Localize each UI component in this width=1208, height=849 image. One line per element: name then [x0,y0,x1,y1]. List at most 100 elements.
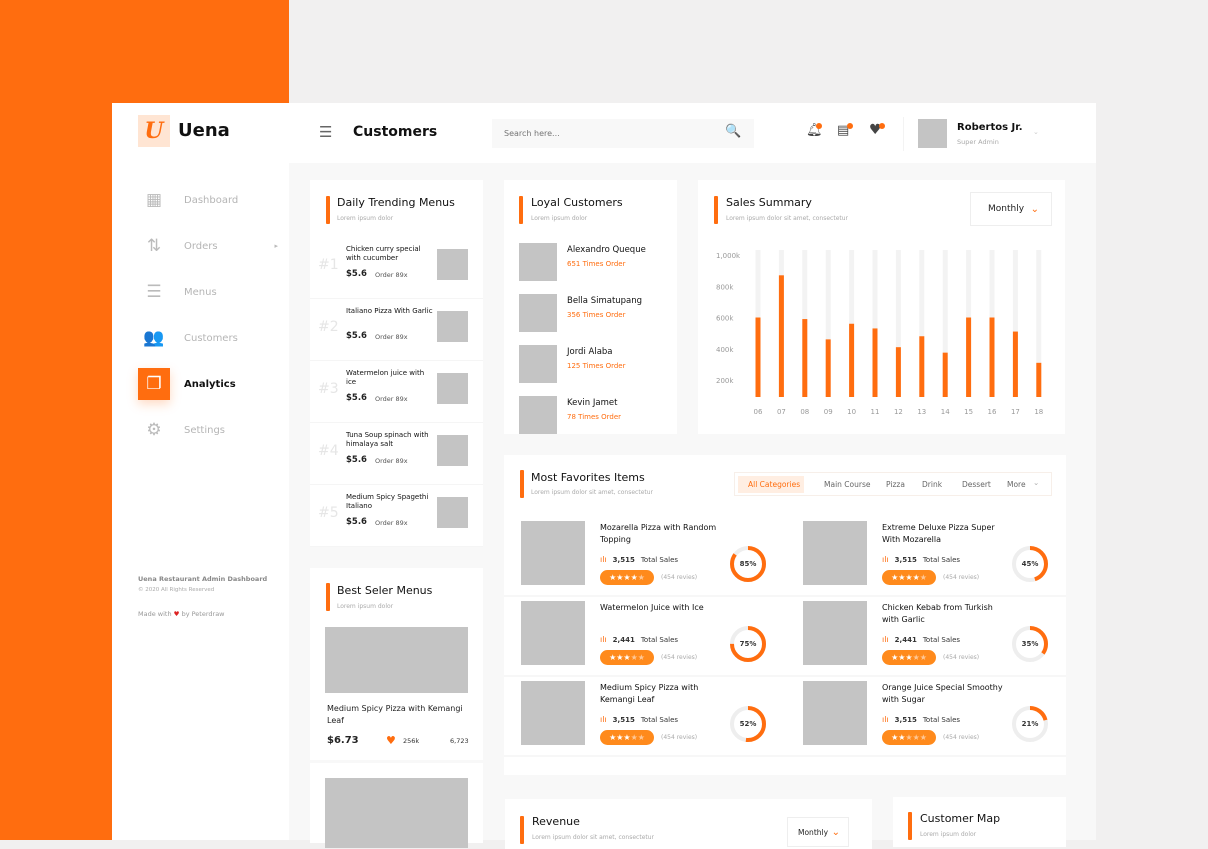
star-icon: ★ [637,573,645,582]
sales-value: 3,515 [612,555,635,564]
star-icon: ★ [630,653,638,662]
notification-bell-icon[interactable]: 🔔︎ [806,123,823,138]
search-icon[interactable]: 🔍 [725,124,742,139]
customer-map-card: Customer Map Lorem ipsum dolor [893,797,1066,847]
user-menu-chevron-icon[interactable]: ⌄ [1033,128,1039,136]
star-icon: ★ [609,733,617,742]
star-icon: ★ [609,653,617,662]
tab-more[interactable]: More [1007,480,1026,489]
customer-avatar[interactable] [519,243,557,281]
x-tick-label: 10 [847,408,856,416]
donut-fill [1012,706,1048,742]
item-name[interactable]: Watermelon Juice with Ice [600,603,704,612]
bar-track [895,250,901,397]
menu-price: $5.6 [346,331,367,341]
sales-label: Total Sales [640,555,679,564]
item-total-sales: ılı 2,441 Total Sales [600,635,678,644]
period-dropdown[interactable]: Monthly ⌄ [970,192,1052,226]
bar-06[interactable] [755,317,761,398]
star-icon: ★ [919,733,927,742]
item-name[interactable]: Orange Juice Special Smoothy with Sugar [882,683,1003,704]
bar-13[interactable] [919,336,925,397]
sidebar-item-orders[interactable]: ⇅ Orders ▸ [138,229,278,263]
star-icon: ★ [905,653,913,662]
x-tick-label: 14 [941,408,950,416]
sidebar-item-menus[interactable]: ☰ Menus [138,275,278,309]
item-name[interactable]: Chicken Kebab from Turkish with Garlic [882,603,993,624]
item-name[interactable]: Medium Spicy Pizza with Kemangi Leaf [600,683,699,704]
item-image[interactable] [803,601,867,665]
sidebar-item-customers[interactable]: 👥 Customers [138,321,278,355]
bar-track [825,250,831,397]
list-item[interactable]: #2 Italiano Pizza With Garlic $5.6 Order 89… [310,299,483,361]
messages-icon[interactable]: ▤ [837,123,853,138]
menu-name[interactable]: Medium Spicy Pizza with Kemangi Leaf [327,704,463,725]
bar-chart-icon: ılı [882,555,889,564]
customer-avatar[interactable] [519,294,557,332]
list-item[interactable]: #5 Medium Spicy Spagethi Italiano $5.6 Orde… [310,485,483,547]
customer-name[interactable]: Jordi Alaba [567,347,613,357]
list-item[interactable]: #1 Chicken curry special with cucumber $5.… [310,237,483,299]
chevron-down-icon[interactable]: ⌄ [1033,478,1040,487]
star-icon: ★ [616,733,624,742]
bar-12[interactable] [895,347,901,397]
bar-15[interactable] [966,317,972,398]
progress-donut [1012,706,1048,742]
favorites-heart-icon[interactable]: ♥ [869,122,885,138]
customer-name[interactable]: Bella Simatupang [567,296,643,306]
bar-16[interactable] [989,317,995,398]
accent-bar [520,816,524,844]
item-image[interactable] [803,681,867,745]
bar-14[interactable] [942,352,948,397]
item-image[interactable] [521,681,585,745]
card-subtitle: Lorem ipsum dolor [531,215,588,222]
y-tick-label: 1,000k [716,252,741,260]
order-count: Order 89x [375,395,408,403]
menu-image[interactable] [325,627,468,693]
menu-image[interactable] [325,778,468,848]
list-item[interactable]: #3 Watermelon juice with ice $5.6 Order 89x [310,361,483,423]
review-count: (454 revies) [661,654,698,661]
period-dropdown[interactable]: Monthly ⌄ [787,817,849,847]
donut-fill [1012,626,1048,662]
tab-main-course[interactable]: Main Course [824,480,871,489]
tab-pizza[interactable]: Pizza [886,480,905,489]
hamburger-menu-icon[interactable]: ☰ [319,123,333,141]
sidebar-item-dashboard[interactable]: ▦ Dashboard [138,183,278,217]
daily-trending-card: Daily Trending Menus Lorem ipsum dolor #… [310,180,483,547]
bar-11[interactable] [872,328,878,397]
bar-10[interactable] [849,323,855,397]
item-image[interactable] [521,521,585,585]
item-image[interactable] [521,601,585,665]
heart-icon[interactable]: ♥ [386,734,396,747]
customer-name[interactable]: Kevin Jamet [567,398,618,408]
tab-drink[interactable]: Drink [922,480,943,489]
star-icon: ★ [912,733,920,742]
item-name[interactable]: Extreme Deluxe Pizza Super With Mozarell… [882,523,995,544]
bar-18[interactable] [1036,362,1042,397]
footer-copyright: © 2020 All Rights Reserved [138,587,215,593]
bar-17[interactable] [1012,331,1018,397]
page-title: Customers [353,124,438,140]
star-icon: ★ [623,733,631,742]
notification-dot [816,123,822,129]
sidebar-item-settings[interactable]: ⚙ Settings [138,413,278,447]
menu-price: $5.6 [346,517,367,527]
list-item[interactable]: #4 Tuna Soup spinach with himalaya salt $5… [310,423,483,485]
donut-fill [730,546,766,582]
bar-09[interactable] [825,339,831,397]
bar-08[interactable] [802,319,808,397]
bar-07[interactable] [778,275,784,397]
sidebar-item-analytics[interactable]: ❐ Analytics [138,367,278,401]
likes-count: 256k [403,737,420,745]
user-name[interactable]: Robertos Jr. [957,122,1023,133]
customer-name[interactable]: Alexandro Queque [567,245,646,255]
search-input[interactable] [492,119,754,148]
avatar[interactable] [918,119,947,148]
item-image[interactable] [803,521,867,585]
customer-avatar[interactable] [519,396,557,434]
item-name[interactable]: Mozarella Pizza with Random Topping [600,523,717,544]
tab-all-categories[interactable]: All Categories [748,480,801,489]
customer-avatar[interactable] [519,345,557,383]
tab-dessert[interactable]: Dessert [962,480,991,489]
